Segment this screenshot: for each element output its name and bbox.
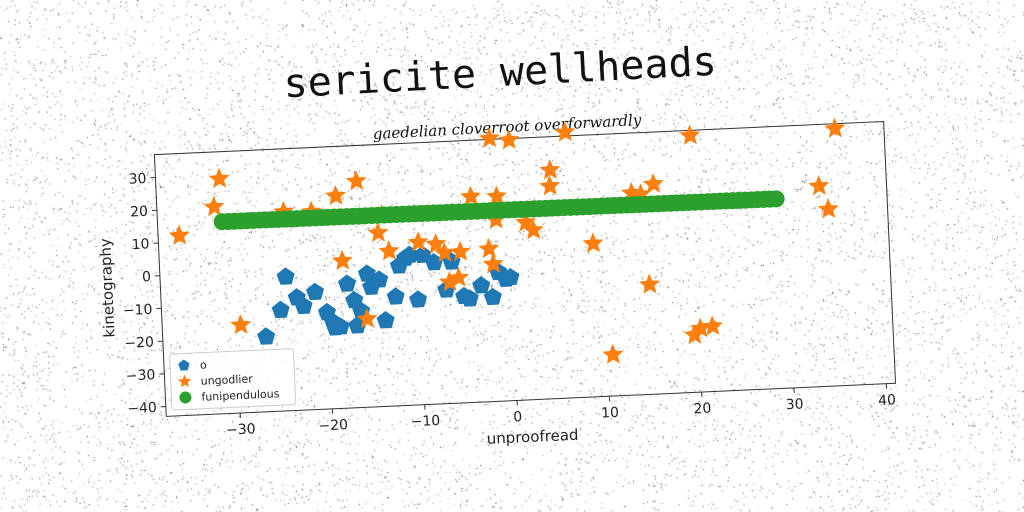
ungodlier-point bbox=[683, 324, 705, 345]
x-tick-label: −20 bbox=[318, 417, 348, 434]
ungodlier-point bbox=[689, 317, 711, 338]
ungodlier-point bbox=[817, 198, 839, 219]
ungodlier-point bbox=[602, 343, 624, 364]
ungodlier-point bbox=[639, 273, 660, 294]
ungodlier-point bbox=[808, 175, 830, 196]
y-tick-label: 10 bbox=[131, 236, 150, 253]
ungodlier-point bbox=[460, 185, 482, 206]
legend-entry-o: o bbox=[200, 358, 208, 371]
o-point bbox=[271, 300, 290, 319]
legend-entry-ungodlier: ungodlier bbox=[200, 372, 253, 387]
o-point bbox=[386, 287, 405, 305]
ungodlier-point bbox=[331, 249, 353, 271]
ungodlier-point bbox=[582, 232, 604, 253]
y-tick-label: 0 bbox=[142, 269, 152, 285]
x-tick-label: 20 bbox=[693, 401, 712, 418]
legend-marker-funipendulous bbox=[179, 391, 192, 404]
chart-title: sericite wellheads bbox=[282, 39, 717, 108]
ungodlier-point bbox=[554, 121, 576, 142]
ungodlier-point bbox=[539, 159, 561, 180]
y-tick-label: −10 bbox=[123, 302, 153, 319]
o-point bbox=[305, 282, 325, 301]
ungodlier-point bbox=[478, 237, 500, 259]
ungodlier-point bbox=[378, 240, 400, 261]
x-axis-label: unproofread bbox=[486, 426, 579, 448]
plot-frame bbox=[153, 121, 897, 417]
ungodlier-point bbox=[522, 219, 544, 240]
x-axis-ticks: −30 −20 −10 0 10 20 30 40 bbox=[226, 383, 897, 439]
o-point bbox=[389, 256, 408, 274]
funipendulous-point bbox=[767, 190, 785, 208]
x-tick-label: 40 bbox=[878, 392, 897, 409]
x-tick-label: −30 bbox=[226, 421, 256, 438]
x-tick-label: 10 bbox=[601, 405, 620, 422]
ungodlier-point bbox=[642, 173, 664, 194]
plot-area: −30 −20 −10 0 10 20 30 40 −40 −30 −20 −10 0 10 20 30 u… bbox=[96, 117, 897, 448]
data-marks bbox=[168, 117, 846, 364]
o-point bbox=[257, 327, 276, 345]
ungodlier-point bbox=[345, 170, 367, 191]
ungodlier-point bbox=[208, 167, 230, 189]
o-point bbox=[337, 274, 357, 292]
y-tick-label: 30 bbox=[128, 171, 147, 188]
ungodlier-point bbox=[448, 266, 470, 288]
ungodlier-point bbox=[485, 208, 507, 230]
o-point bbox=[370, 270, 389, 288]
x-tick-label: 0 bbox=[513, 409, 523, 425]
ungodlier-point bbox=[407, 231, 429, 252]
o-point bbox=[294, 296, 313, 315]
ungodlier-point bbox=[482, 253, 504, 274]
legend-entry-funipendulous: funipendulous bbox=[201, 387, 280, 404]
x-tick-label: 30 bbox=[785, 396, 804, 413]
o-point bbox=[326, 318, 345, 336]
ungodlier-point bbox=[325, 184, 346, 206]
o-point bbox=[483, 287, 502, 306]
ungodlier-point bbox=[356, 308, 378, 329]
ungodlier-point bbox=[449, 240, 471, 262]
y-tick-label: −40 bbox=[127, 400, 157, 417]
o-point bbox=[276, 267, 295, 285]
ungodlier-point bbox=[425, 233, 447, 254]
o-point bbox=[424, 253, 443, 271]
ungodlier-point bbox=[478, 127, 500, 148]
o-point bbox=[472, 276, 491, 294]
x-tick-label: −10 bbox=[410, 413, 440, 430]
y-axis-ticks: −40 −30 −20 −10 0 10 20 30 bbox=[123, 171, 166, 417]
ungodlier-point bbox=[539, 175, 561, 196]
ungodlier-point bbox=[168, 224, 190, 245]
o-point bbox=[501, 268, 520, 286]
ungodlier-point bbox=[203, 196, 225, 217]
legend-marker-o bbox=[178, 359, 190, 371]
ungodlier-point bbox=[824, 117, 846, 138]
y-tick-label: −30 bbox=[126, 367, 156, 384]
y-tick-label: −20 bbox=[124, 335, 154, 352]
ungodlier-point bbox=[367, 221, 389, 243]
o-point bbox=[376, 311, 395, 329]
legend-box bbox=[169, 348, 297, 411]
legend-marker-ungodlier bbox=[177, 374, 192, 388]
ungodlier-point bbox=[498, 129, 520, 150]
ungodlier-point bbox=[701, 315, 723, 336]
y-tick-label: 20 bbox=[130, 204, 149, 221]
ungodlier-point bbox=[486, 185, 507, 206]
ungodlier-point bbox=[434, 241, 455, 263]
o-point bbox=[460, 289, 479, 307]
y-axis-label: kinetography bbox=[96, 238, 118, 338]
o-point bbox=[348, 316, 367, 334]
ungodlier-point bbox=[439, 271, 461, 292]
o-point bbox=[409, 290, 427, 308]
ungodlier-point bbox=[230, 314, 252, 335]
ungodlier-point bbox=[679, 124, 701, 145]
